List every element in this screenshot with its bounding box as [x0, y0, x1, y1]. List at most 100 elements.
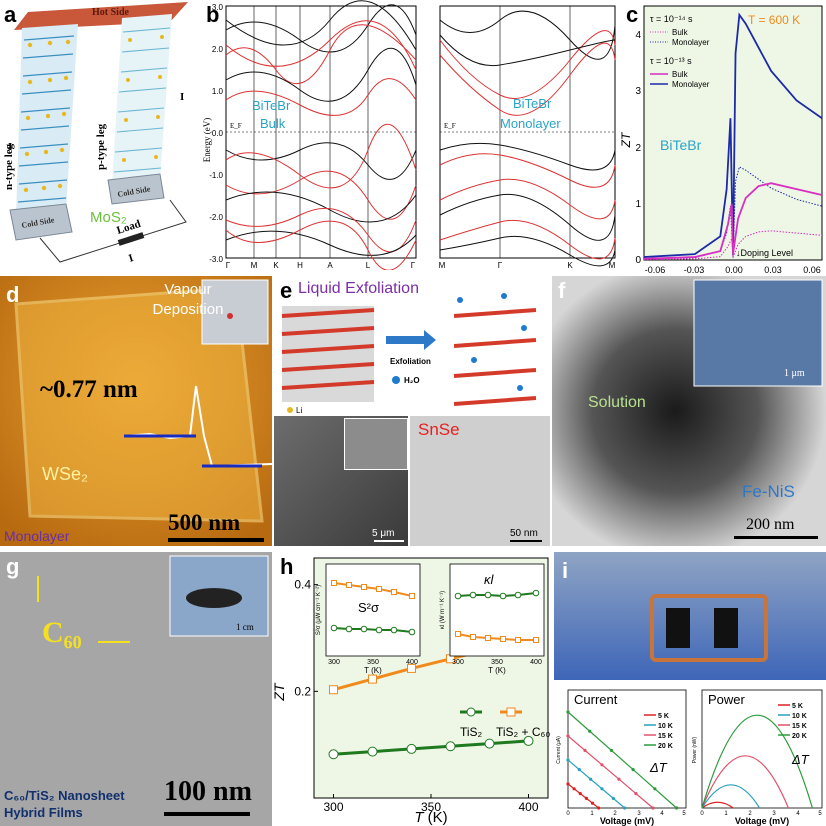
dispersed-water-molecules: [457, 293, 527, 391]
data-point-tis2: [328, 749, 339, 760]
zt-curve-1: [643, 182, 823, 260]
te-leg-2: [714, 608, 738, 648]
panel-label-d: d: [6, 282, 20, 307]
panel-h: S²σ κl S²σ (μW cm⁻¹ K⁻²) κl (W m⁻¹ K⁻¹) …: [274, 552, 552, 826]
legend-mono-tau1: Monolayer: [672, 38, 710, 47]
ytick-4: -1.0: [209, 171, 223, 180]
i-p-xtick-0: 0: [700, 811, 704, 817]
tem-image-fe-nis: [552, 276, 826, 546]
monolayer-label: Monolayer: [4, 528, 70, 544]
inset-marker-square: [500, 636, 506, 642]
c-xtick-1: -0.03: [684, 265, 705, 275]
current-marker: [589, 777, 593, 781]
current-xticks: 0 1 2 3 4 5: [566, 811, 686, 817]
data-point-tis2: [445, 741, 456, 752]
i-c-xtick-3: 3: [637, 811, 641, 817]
scale-bar-label-g: 100 nm: [164, 776, 252, 807]
panel-b: Energy (eV) 3.0 2.0 1.0 0.0 -1.0 -2.0 -3…: [200, 0, 620, 270]
mono-xtick-3: M: [609, 261, 616, 270]
inset1-xtick-2: 400: [406, 659, 418, 666]
mono-xtick-0: M: [439, 261, 446, 270]
zt-curve-dotted-1: [643, 230, 823, 261]
panel-label-h: h: [280, 554, 294, 579]
c-xtick-2: 0.00: [725, 265, 743, 275]
ytick-5: -2.0: [209, 213, 223, 222]
i-c-xtick-1: 1: [590, 811, 594, 817]
current-line-3: [567, 711, 677, 809]
current-legend-0: 5 K: [658, 713, 669, 720]
lithium-label: Li: [296, 406, 302, 415]
current-line-1: [567, 759, 626, 809]
inset-scale-label-f: 1 μm: [784, 368, 805, 379]
inset-marker-circle: [499, 592, 507, 600]
i-c-xtick-0: 0: [566, 811, 570, 817]
inset-marker-circle: [375, 626, 383, 634]
hybrid-caption-2: Hybrid Films: [4, 805, 83, 820]
power-legend-0: 5 K: [792, 703, 803, 710]
current-power-plots: Current Power ΔT ΔT 5 K 10 K 15 K 20 K 5…: [556, 689, 823, 826]
inset-marker: [227, 313, 233, 319]
power-legend-2: 15 K: [792, 723, 807, 730]
power-legend-1: 10 K: [792, 713, 807, 720]
n-type-leg-lattice: [17, 35, 75, 203]
inset1-xtick-0: 300: [328, 659, 340, 666]
panel-label-e: e: [280, 278, 293, 303]
i-p-xtick-5: 5: [818, 811, 822, 817]
solution-label: Solution: [588, 394, 646, 411]
current-marker: [674, 806, 679, 810]
bulk-xtick-4: A: [327, 261, 333, 270]
inset-marker-circle: [514, 591, 522, 599]
material-label: MoS₂: [90, 209, 127, 226]
monolayer-xticks: M Γ K M: [439, 261, 616, 270]
scale-bar-label-e2: 50 nm: [510, 528, 538, 539]
panel-label-c: c: [626, 2, 639, 27]
bulk-xtick-3: H: [297, 261, 303, 270]
current-marker: [617, 777, 621, 781]
data-point-tis2-c60: [329, 685, 338, 695]
tem-image-c60-tis2: [0, 552, 272, 826]
inset-marker-square: [409, 593, 415, 599]
power-xlabel: Voltage (mV): [735, 816, 789, 826]
monolayer-title-phase: Monolayer: [500, 116, 561, 131]
p-type-leg: [112, 14, 172, 186]
doping-level-label: ↓Doping Level: [736, 248, 793, 258]
current-marker: [566, 734, 570, 738]
zt-temperature-xlabel: T (K): [414, 809, 447, 826]
inset-marker-square: [331, 580, 337, 586]
current-marker: [578, 792, 582, 796]
zt-material-label: BiTeBr: [660, 137, 702, 153]
band-structure-plot: Energy (eV) 3.0 2.0 1.0 0.0 -1.0 -2.0 -3…: [202, 0, 616, 270]
scale-bar-label-e1: 5 μm: [372, 528, 395, 539]
inset2-xlabel: T (K): [488, 666, 506, 675]
current-ylabel: Current (μA): [556, 736, 562, 764]
panel-f: Solution Fe-NiS 200 nm 1 μm f: [552, 276, 826, 546]
zt-doping-yticks: 4 3 2 1 0: [635, 30, 641, 266]
series-line-0: [333, 739, 529, 756]
bulk-xtick-1: M: [251, 261, 258, 270]
inset-marker-circle: [454, 592, 462, 600]
current-marker: [566, 710, 570, 714]
scale-bar-label-d: 500 nm: [168, 510, 241, 535]
legend-mono-tau2: Monolayer: [672, 80, 710, 89]
p-type-leg-atoms: [122, 35, 164, 162]
y-tick-label: 0.2: [294, 684, 311, 698]
power-delta-t: ΔT: [791, 752, 810, 767]
inset-marker-square: [455, 631, 461, 637]
panel-label-a: a: [4, 2, 17, 27]
method-label: Vapour Deposition: [152, 281, 224, 318]
zt-temperature-ylabel: ZT: [274, 682, 287, 702]
panel-label-i: i: [562, 558, 569, 583]
ytick-2: 1.0: [212, 87, 224, 96]
panel-label-g: g: [6, 554, 20, 579]
current-delta-t: ΔT: [649, 760, 668, 775]
legend-bulk-tau1: Bulk: [672, 28, 689, 37]
exfoliation-arrow: [386, 330, 436, 350]
inset-marker-square: [485, 635, 491, 641]
bulk-xtick-0: Γ: [226, 261, 231, 270]
inset-marker-square: [346, 582, 352, 588]
tem-image-snse: [410, 416, 550, 546]
inset-marker-circle: [330, 624, 338, 632]
n-type-leg: [16, 24, 78, 216]
inset-marker-circle: [532, 589, 540, 597]
current-legend-2: 15 K: [658, 733, 673, 740]
